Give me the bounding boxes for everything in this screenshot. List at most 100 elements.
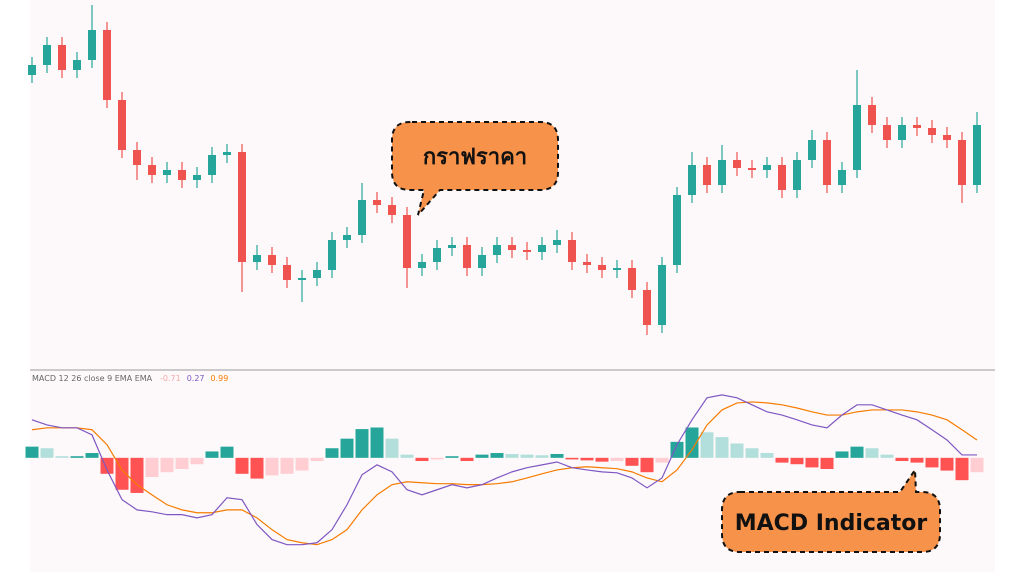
histogram-bar (550, 453, 564, 458)
price-callout-text: กราฟราคา (423, 145, 527, 170)
histogram-bar (670, 441, 684, 458)
candle-body (373, 200, 381, 205)
histogram-bar (625, 457, 639, 466)
histogram-bar (730, 443, 744, 458)
histogram-bar (160, 457, 174, 473)
candle-body (583, 262, 591, 265)
candle-body (778, 165, 786, 190)
candle-body (448, 245, 456, 248)
candle-body (703, 165, 711, 185)
histogram-bar (295, 457, 309, 471)
candle-body (313, 270, 321, 278)
candle-body (568, 240, 576, 262)
histogram-bar (775, 457, 789, 463)
histogram-bar (190, 457, 204, 465)
histogram-bar (520, 454, 534, 458)
histogram-bar (265, 457, 279, 476)
histogram-bar (820, 457, 834, 469)
candle-body (103, 30, 111, 100)
signal-line (31, 401, 978, 546)
candle-body (358, 200, 366, 235)
histogram-bar (145, 457, 159, 477)
histogram-bar (430, 457, 444, 460)
candle-body (538, 245, 546, 252)
histogram-bar (760, 453, 774, 458)
histogram-bar (355, 429, 369, 458)
histogram-bar (700, 432, 714, 458)
indicator-value: 0.27 (187, 374, 205, 383)
candle-body (868, 105, 876, 125)
candle-body (613, 268, 621, 270)
candle-body (478, 255, 486, 268)
histogram-bar (655, 457, 669, 463)
histogram-bar (385, 438, 399, 458)
histogram-bar (460, 457, 474, 462)
candle-body (958, 140, 966, 185)
candle-body (973, 125, 981, 185)
candle-body (673, 195, 681, 265)
plot (25, 5, 984, 546)
candle-body (688, 165, 696, 195)
histogram-bar (40, 448, 54, 458)
histogram-bar (505, 453, 519, 458)
candle-body (628, 268, 636, 290)
candle-body (853, 105, 861, 170)
histogram-bar (910, 457, 924, 463)
histogram-bar (475, 454, 489, 458)
candle-body (943, 135, 951, 140)
histogram-bar (85, 453, 99, 458)
histogram-bar (925, 457, 939, 468)
histogram-bar (310, 457, 324, 462)
candle-body (658, 265, 666, 325)
indicator-value: -0.71 (160, 374, 181, 383)
histogram-bar (865, 448, 879, 458)
candle-body (493, 245, 501, 255)
histogram-bar (280, 457, 294, 474)
candle-body (763, 165, 771, 170)
histogram-bar (400, 454, 414, 458)
histogram-bar (940, 457, 954, 471)
histogram-bar (880, 454, 894, 458)
candle-body (388, 205, 396, 215)
candle-body (223, 152, 231, 155)
histogram-bar (850, 446, 864, 458)
macd-line (31, 394, 977, 546)
histogram-bar (610, 457, 624, 462)
candle-body (133, 150, 141, 165)
candle-body (433, 248, 441, 262)
candle-body (253, 255, 261, 262)
candle-body (148, 165, 156, 175)
indicator-label: MACD 12 26 close 9 EMA EMA (32, 374, 153, 383)
histogram-bar (415, 457, 429, 462)
histogram-bar (205, 451, 219, 458)
histogram-bar (895, 457, 909, 462)
histogram-bar (640, 457, 654, 473)
histogram-bar (955, 457, 969, 481)
histogram-bar (250, 457, 264, 479)
candle-body (58, 45, 66, 70)
histogram-bar (745, 448, 759, 458)
candle-body (808, 140, 816, 160)
histogram-bar (325, 448, 339, 458)
histogram-bar (715, 437, 729, 458)
candle-body (463, 245, 471, 268)
candle-body (283, 265, 291, 280)
histogram-bar (595, 457, 609, 462)
price-callout (391, 121, 559, 216)
histogram-bar (235, 457, 249, 474)
macd-callout (721, 466, 941, 553)
candle-body (193, 175, 201, 180)
histogram-bar (370, 427, 384, 458)
candle-body (523, 250, 531, 252)
candle-body (418, 262, 426, 268)
histogram-bar (835, 451, 849, 458)
candle-body (238, 152, 246, 262)
candle-body (883, 125, 891, 140)
candle-body (163, 170, 171, 175)
histogram-bar (535, 455, 549, 458)
candle-body (28, 65, 36, 75)
candle-body (793, 160, 801, 190)
histogram-bar (115, 457, 129, 490)
histogram-bar (340, 438, 354, 458)
